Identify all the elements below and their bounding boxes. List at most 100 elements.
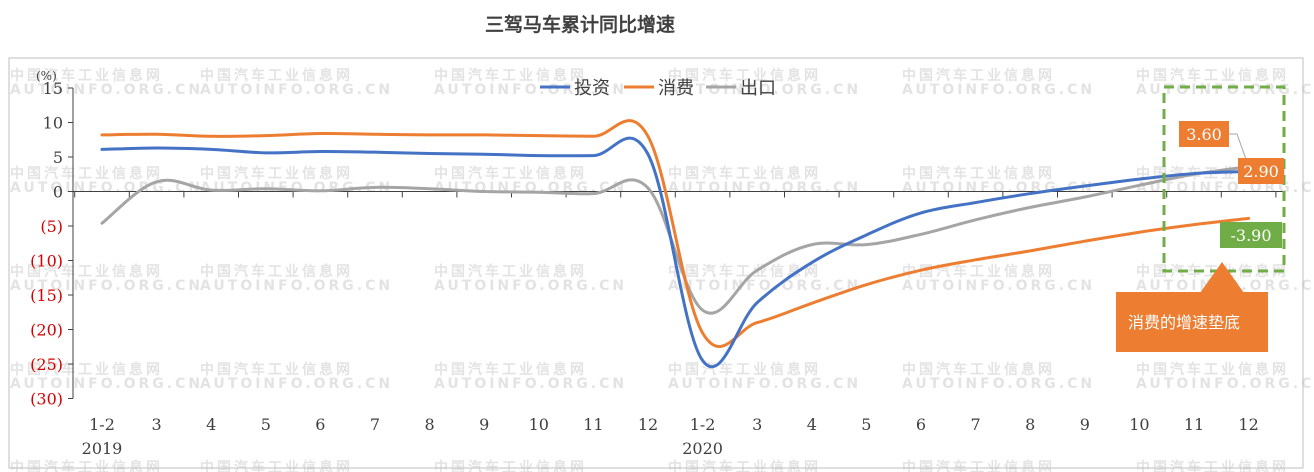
callout: 消费的增速垫底 bbox=[1116, 262, 1268, 352]
x-tick-label: 6 bbox=[916, 415, 926, 434]
x-tick-label: 4 bbox=[807, 415, 817, 434]
x-tick-label: 12 bbox=[638, 415, 658, 434]
watermark-en: AUTOINFO.ORG.CN bbox=[200, 278, 393, 294]
watermark-cn: 中国汽车工业信息网 bbox=[10, 361, 163, 378]
watermark-cn: 中国汽车工业信息网 bbox=[668, 67, 821, 84]
y-tick-label: (30) bbox=[30, 390, 63, 409]
watermark-cn: 中国汽车工业信息网 bbox=[434, 165, 587, 182]
x-tick-label: 3 bbox=[152, 415, 162, 434]
y-tick-label: (20) bbox=[30, 321, 63, 340]
watermark-cn: 中国汽车工业信息网 bbox=[1136, 67, 1289, 84]
watermark-cn: 中国汽车工业信息网 bbox=[200, 361, 353, 378]
watermark-en: AUTOINFO.ORG.CN bbox=[200, 82, 393, 98]
chart-title: 三驾马车累计同比增速 bbox=[485, 13, 675, 36]
x-tick-label: 3 bbox=[752, 415, 762, 434]
watermark-en: AUTOINFO.ORG.CN bbox=[200, 376, 393, 392]
y-unit-label: (%) bbox=[36, 69, 57, 83]
watermark-cn: 中国汽车工业信息网 bbox=[668, 459, 821, 472]
x-year-label: 2019 bbox=[82, 439, 123, 458]
watermark-en: AUTOINFO.ORG.CN bbox=[10, 82, 203, 98]
watermark-layer: 中国汽车工业信息网AUTOINFO.ORG.CN中国汽车工业信息网AUTOINF… bbox=[10, 67, 1314, 472]
data-label-box bbox=[1238, 158, 1284, 184]
data-label-text: -3.90 bbox=[1230, 226, 1271, 245]
callout-pointer bbox=[1200, 262, 1244, 293]
x-tick-label: 5 bbox=[261, 415, 271, 434]
y-tick-label: 0 bbox=[53, 183, 63, 202]
x-tick-label: 12 bbox=[1238, 415, 1258, 434]
legend-label: 出口 bbox=[740, 78, 776, 99]
watermark-en: AUTOINFO.ORG.CN bbox=[434, 278, 627, 294]
series-lines bbox=[100, 119, 1251, 369]
legend-label: 消费 bbox=[658, 78, 694, 99]
x-tick-label: 5 bbox=[861, 415, 871, 434]
watermark-cn: 中国汽车工业信息网 bbox=[10, 165, 163, 182]
y-tick-label: 10 bbox=[43, 114, 63, 133]
x-tick-label: 11 bbox=[1184, 415, 1204, 434]
y-tick-label: (25) bbox=[30, 355, 63, 374]
series-line-2 bbox=[100, 119, 1251, 348]
callout-box bbox=[1116, 292, 1268, 352]
watermark-cn: 中国汽车工业信息网 bbox=[10, 67, 163, 84]
watermark-cn: 中国汽车工业信息网 bbox=[902, 67, 1055, 84]
watermark-cn: 中国汽车工业信息网 bbox=[434, 459, 587, 472]
watermark-cn: 中国汽车工业信息网 bbox=[1136, 459, 1289, 472]
watermark-cn: 中国汽车工业信息网 bbox=[902, 165, 1055, 182]
watermark-cn: 中国汽车工业信息网 bbox=[10, 459, 163, 472]
x-tick-label: 9 bbox=[1080, 415, 1090, 434]
watermark-cn: 中国汽车工业信息网 bbox=[668, 263, 821, 280]
x-tick-label: 8 bbox=[425, 415, 435, 434]
watermark-cn: 中国汽车工业信息网 bbox=[902, 361, 1055, 378]
x-tick-label: 1-2 bbox=[690, 415, 716, 434]
y-tick-label: 15 bbox=[43, 79, 63, 98]
x-year-label: 2020 bbox=[682, 439, 723, 458]
y-tick-label: (15) bbox=[30, 286, 63, 305]
callout-text: 消费的增速垫底 bbox=[1128, 313, 1240, 332]
watermark-cn: 中国汽车工业信息网 bbox=[200, 165, 353, 182]
data-label-text: 2.90 bbox=[1243, 162, 1279, 181]
watermark-cn: 中国汽车工业信息网 bbox=[434, 67, 587, 84]
y-tick-label: (5) bbox=[40, 217, 63, 236]
watermark-en: AUTOINFO.ORG.CN bbox=[434, 82, 627, 98]
legend: 投资 消费 出口 bbox=[540, 78, 776, 99]
watermark-cn: 中国汽车工业信息网 bbox=[200, 67, 353, 84]
series-line-3 bbox=[100, 165, 1251, 315]
watermark-cn: 中国汽车工业信息网 bbox=[1136, 361, 1289, 378]
y-tick-label: (10) bbox=[30, 252, 63, 271]
legend-label: 投资 bbox=[574, 78, 610, 99]
x-axis: 1-2 3 4 5 6 7 8 9 10 11 12 1-2 3 4 5 6 7 8 9 10 11 12 2019 2020 bbox=[73, 191, 1284, 458]
watermark-en: AUTOINFO.ORG.CN bbox=[10, 278, 203, 294]
x-tick-label: 10 bbox=[529, 415, 549, 434]
watermark-en: AUTOINFO.ORG.CN bbox=[902, 82, 1095, 98]
x-tick-label: 8 bbox=[1025, 415, 1035, 434]
label-leader-line bbox=[1229, 133, 1250, 167]
watermark-cn: 中国汽车工业信息网 bbox=[902, 459, 1055, 472]
watermark-en: AUTOINFO.ORG.CN bbox=[902, 376, 1095, 392]
x-tick-label: 7 bbox=[370, 415, 380, 434]
x-tick-label: 1-2 bbox=[89, 415, 115, 434]
x-tick-label: 6 bbox=[315, 415, 325, 434]
watermark-cn: 中国汽车工业信息网 bbox=[200, 263, 353, 280]
series-line-1 bbox=[100, 136, 1251, 369]
x-tick-label: 4 bbox=[206, 415, 216, 434]
watermark-en: AUTOINFO.ORG.CN bbox=[434, 376, 627, 392]
watermark-en: AUTOINFO.ORG.CN bbox=[668, 376, 861, 392]
watermark-cn: 中国汽车工业信息网 bbox=[668, 165, 821, 182]
watermark-cn: 中国汽车工业信息网 bbox=[434, 361, 587, 378]
watermark-en: AUTOINFO.ORG.CN bbox=[902, 278, 1095, 294]
data-label-box bbox=[1179, 121, 1229, 147]
x-tick-label: 11 bbox=[583, 415, 603, 434]
x-tick-label: 9 bbox=[479, 415, 489, 434]
x-tick-label: 7 bbox=[971, 415, 981, 434]
watermark-cn: 中国汽车工业信息网 bbox=[200, 459, 353, 472]
watermark-en: AUTOINFO.ORG.CN bbox=[10, 376, 203, 392]
plot-frame bbox=[8, 57, 1304, 469]
watermark-en: AUTOINFO.ORG.CN bbox=[668, 278, 861, 294]
watermark-cn: 中国汽车工业信息网 bbox=[10, 263, 163, 280]
watermark-en: AUTOINFO.ORG.CN bbox=[1136, 376, 1314, 392]
watermark-en: AUTOINFO.ORG.CN bbox=[668, 180, 861, 196]
data-label-box bbox=[1220, 222, 1282, 248]
y-axis: 15 10 5 0 (5) (10) (15) (20) (25) (30) (%) bbox=[30, 69, 74, 409]
y-tick-label: 5 bbox=[53, 148, 63, 167]
watermark-cn: 中国汽车工业信息网 bbox=[434, 263, 587, 280]
